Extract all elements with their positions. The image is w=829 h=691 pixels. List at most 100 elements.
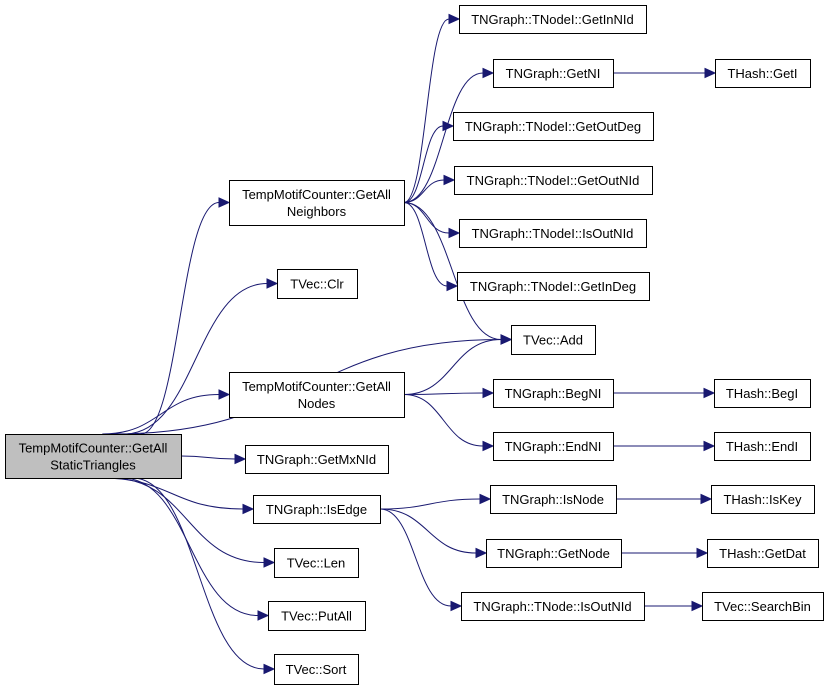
edge-nodes-to-begni [403,387,495,399]
edge-getnode-to-getdat [621,547,709,559]
arrowhead-icon [482,387,495,399]
edge-nbrs-to-getoutdeg [403,120,455,203]
node-geti[interactable]: THash::GetI [715,59,811,88]
node-isoutnid[interactable]: TNGraph::TNode::IsOutNId [461,592,645,621]
node-label: Neighbors [287,204,347,219]
edge-endni-to-endi [612,440,716,452]
node-len[interactable]: TVec::Len [274,548,359,578]
arrowhead-icon [482,440,495,452]
node-label: TVec::Clr [290,277,344,292]
arrowhead-icon [475,547,488,559]
node-endi[interactable]: THash::EndI [714,432,811,461]
edge-nbrs-to-getni [403,67,495,203]
node-isedge[interactable]: TNGraph::IsEdge [253,495,381,524]
node-label: THash::GetDat [719,546,806,561]
edge-isedge-to-isoutnid [379,508,463,612]
node-getni[interactable]: TNGraph::GetNI [493,59,614,88]
arrowhead-icon [448,13,461,25]
node-label: StaticTriangles [50,458,136,473]
edge-isedge-to-getnode [379,508,488,559]
arrowhead-icon [691,600,704,612]
edge-root-to-nodes [102,389,231,435]
edge-nbrs-to-getoutnid [403,174,456,203]
edge-begni-to-begi [613,387,716,399]
node-label: THash::EndI [726,439,798,454]
edge-root-to-sort [132,477,276,675]
node-getindeg[interactable]: TNGraph::TNodeI::GetInDeg [457,272,650,301]
node-label: TempMotifCounter::GetAll [242,187,391,202]
node-iskey[interactable]: THash::IsKey [711,485,815,514]
node-label: TVec::SearchBin [714,599,811,614]
node-label: TVec::Add [523,333,583,348]
arrowhead-icon [263,663,276,675]
arrowhead-icon [500,334,513,345]
edge-root-to-isedge [100,477,255,515]
edge-root-to-mxnid [180,453,247,465]
node-label: Nodes [298,396,336,411]
arrowhead-icon [479,493,492,505]
arrowhead-icon [448,227,461,239]
edge-nodes-to-add [403,334,513,395]
arrowhead-icon [482,67,495,79]
node-getoutdeg[interactable]: TNGraph::TNodeI::GetOutDeg [453,112,654,141]
node-label: TVec::Len [287,556,346,571]
arrowhead-icon [703,440,716,452]
node-label: TNGraph::GetNode [497,546,610,561]
node-mxnid[interactable]: TNGraph::GetMxNId [245,445,389,474]
arrowhead-icon [242,503,255,515]
arrowhead-icon [218,197,231,208]
arrowhead-icon [257,610,270,621]
node-getoutnid[interactable]: TNGraph::TNodeI::GetOutNId [454,166,653,195]
node-clr[interactable]: TVec::Clr [277,269,358,299]
node-getinnid[interactable]: TNGraph::TNodeI::GetInNId [459,5,647,34]
arrowhead-icon [263,557,276,568]
node-isnode[interactable]: TNGraph::IsNode [490,485,617,514]
node-label: TNGraph::EndNI [505,439,602,454]
arrowhead-icon [703,387,716,399]
arrowhead-icon [704,67,717,79]
node-isoutnidi[interactable]: TNGraph::TNodeI::IsOutNId [459,219,647,248]
node-getdat[interactable]: THash::GetDat [707,539,819,568]
edge-root-to-putall [121,477,270,621]
node-label: TempMotifCounter::GetAll [19,441,168,456]
node-label: TVec::Sort [286,662,347,677]
node-label: TNGraph::TNodeI::GetInDeg [470,279,636,294]
node-endni[interactable]: TNGraph::EndNI [493,432,614,461]
node-putall[interactable]: TVec::PutAll [268,601,366,631]
node-searchbin[interactable]: TVec::SearchBin [702,592,824,621]
node-label: TVec::PutAll [281,609,352,624]
node-sort[interactable]: TVec::Sort [274,654,359,685]
arrowhead-icon [696,547,709,559]
node-label: THash::GetI [727,66,797,81]
arrowhead-icon [442,120,455,132]
node-label: TNGraph::TNodeI::GetInNId [471,12,634,27]
edge-root-to-clr [124,278,279,435]
arrowhead-icon [700,493,713,505]
arrowhead-icon [218,389,231,400]
node-begni[interactable]: TNGraph::BegNI [493,379,614,408]
node-label: TNGraph::IsEdge [266,502,367,517]
node-add[interactable]: TVec::Add [511,325,596,355]
edge-isoutnid-to-searchbin [644,600,704,612]
node-label: TNGraph::IsNode [502,492,604,507]
arrowhead-icon [234,453,247,465]
node-label: TNGraph::TNode::IsOutNId [473,599,631,614]
arrowhead-icon [446,280,459,292]
arrowhead-icon [443,174,456,186]
node-getnode[interactable]: TNGraph::GetNode [486,539,622,568]
node-label: TNGraph::TNodeI::IsOutNId [472,226,634,241]
edge-getni-to-geti [613,67,717,79]
node-label: TNGraph::BegNI [505,386,602,401]
node-label: TempMotifCounter::GetAll [242,379,391,394]
node-begi[interactable]: THash::BegI [714,379,811,408]
edge-root-to-len [111,477,276,568]
node-label: TNGraph::GetMxNId [257,452,376,467]
edge-isedge-to-isnode [379,493,492,510]
node-label: TNGraph::TNodeI::GetOutNId [467,173,640,188]
edge-isnode-to-iskey [616,493,713,505]
arrowhead-icon [450,600,463,612]
